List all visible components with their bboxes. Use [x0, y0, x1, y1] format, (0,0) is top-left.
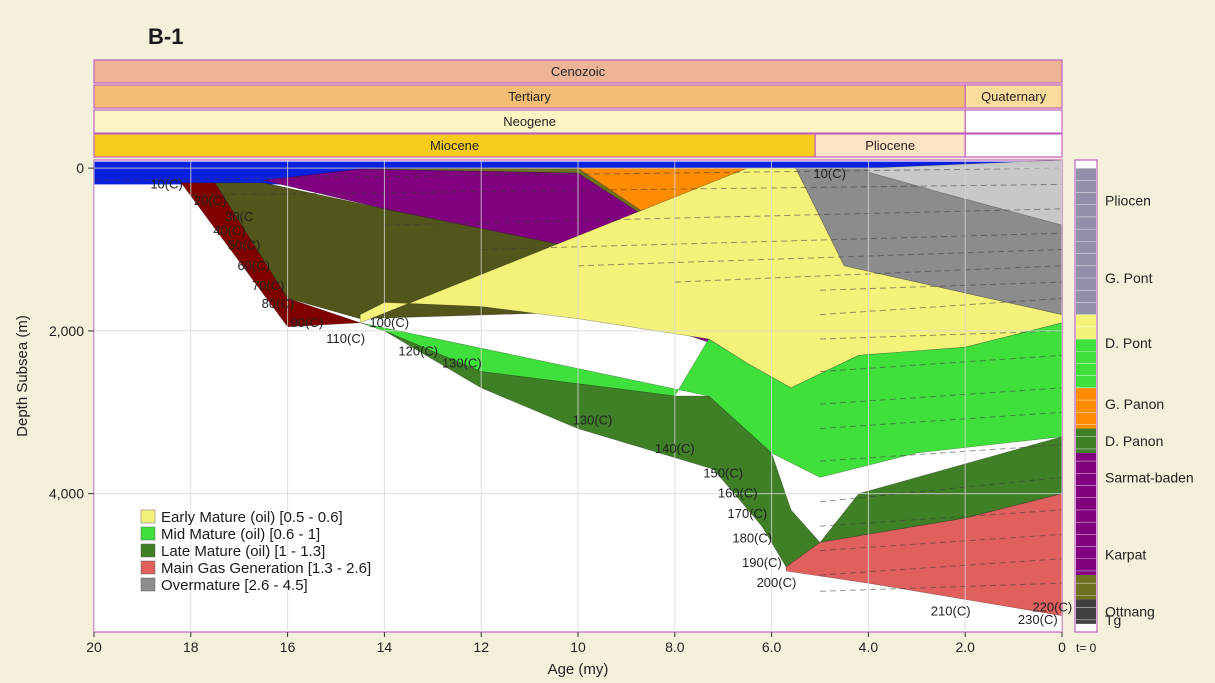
temperature-label: 110(C)	[326, 331, 365, 346]
temperature-label: 90(C)	[291, 315, 324, 330]
temperature-label: 150(C)	[703, 465, 743, 480]
x-tick-label: 20	[86, 639, 102, 655]
formation-label: G. Panon	[1105, 396, 1164, 412]
temperature-label: 70(C)	[252, 278, 285, 293]
timescale-label: Tertiary	[508, 89, 551, 104]
x-tick-label: 14	[377, 639, 393, 655]
legend-swatch	[140, 560, 156, 575]
formation-label: Pliocen	[1105, 193, 1151, 209]
temperature-label: 10(C)	[813, 166, 846, 181]
legend-label: Overmature [2.6 - 4.5]	[161, 577, 308, 594]
timescale-label: Pliocene	[865, 138, 915, 153]
x-tick-label: 18	[183, 639, 199, 655]
legend-label: Late Mature (oil) [1 - 1.3]	[161, 543, 325, 560]
legend-swatch	[140, 526, 156, 541]
lithology-strip-segment	[1076, 387, 1096, 429]
timescale-label: Miocene	[430, 138, 479, 153]
timescale-cell	[964, 109, 1063, 134]
temperature-label: 170(C)	[728, 506, 768, 521]
legend-swatch	[140, 509, 156, 524]
temperature-label: 10(C)	[150, 176, 183, 191]
plot-content	[94, 160, 1062, 632]
legend-swatch	[140, 543, 156, 558]
dashed-isoline	[819, 509, 1062, 527]
temperature-label: 190(C)	[742, 555, 782, 570]
x-tick-label: 16	[280, 639, 296, 655]
dashed-isoline	[819, 330, 1062, 340]
dashed-isoline	[819, 476, 1062, 503]
y-axis-label: Depth Subsea (m)	[14, 315, 31, 437]
temperature-label: 220(C)	[1032, 600, 1072, 615]
x-tick-label: 2.0	[955, 639, 975, 655]
x-tick-label: 6.0	[762, 639, 782, 655]
temperature-label: 180(C)	[732, 530, 772, 545]
dashed-isoline	[819, 354, 1062, 373]
temperature-label: 50(C)	[228, 238, 261, 253]
temperature-label: 200(C)	[757, 575, 797, 590]
dashed-isoline	[190, 183, 1062, 196]
timescale-label: Quaternary	[981, 89, 1047, 104]
temperature-label: 130(C)	[442, 356, 482, 371]
dashed-isoline	[819, 297, 1062, 316]
lithology-strip-segment	[1076, 599, 1096, 624]
temperature-label: 160(C)	[718, 486, 758, 501]
dashed-isoline	[819, 558, 1062, 576]
temperature-label: 20(C)	[194, 193, 227, 208]
y-tick-label: 0	[76, 160, 84, 176]
x-axis-label: Age (my)	[548, 661, 609, 678]
lithology-strip-segment	[1076, 575, 1096, 600]
x-tick-label: 10	[570, 639, 586, 655]
y-tick-label: 4,000	[49, 486, 84, 502]
chart-title: B-1	[148, 24, 183, 49]
legend-label: Mid Mature (oil) [0.6 - 1]	[161, 526, 320, 543]
temperature-label: 210(C)	[931, 604, 971, 619]
dashed-isoline	[819, 533, 1062, 552]
temperature-label: 140(C)	[655, 441, 695, 456]
x-tick-label: 8.0	[665, 639, 685, 655]
temperature-label: 40(C)	[213, 223, 246, 238]
formation-label: Ottnang	[1105, 604, 1155, 620]
x-tick-label: 12	[473, 639, 489, 655]
maturity-zone-9	[384, 330, 1062, 568]
formation-label: Sarmat-baden	[1105, 469, 1194, 485]
timescale-cell	[93, 59, 1063, 84]
legend-label: Main Gas Generation [1.3 - 2.6]	[161, 560, 371, 577]
temperature-label: 60(C)	[237, 258, 270, 273]
timescale-label: Cenozoic	[551, 64, 606, 79]
lithology-strip-segment	[1076, 428, 1096, 453]
end-label: t= 0	[1076, 641, 1097, 655]
x-tick-label: 0	[1058, 639, 1066, 655]
dashed-isoline	[819, 582, 1062, 592]
temperature-label: 30(C	[225, 209, 253, 224]
legend-label: Early Mature (oil) [0.5 - 0.6]	[161, 509, 343, 526]
dashed-isoline	[819, 387, 1062, 405]
dashed-isoline	[384, 208, 1062, 226]
timescale-cell	[964, 84, 1063, 109]
formation-label: G. Pont	[1105, 270, 1153, 286]
temperature-label: 120(C)	[398, 343, 438, 358]
dashed-isoline	[819, 281, 1062, 291]
dashed-isoline	[577, 249, 1062, 267]
formation-label: D. Pont	[1105, 335, 1152, 351]
dashed-isoline	[819, 411, 1062, 430]
formation-label: Karpat	[1105, 547, 1146, 563]
legend-swatch	[140, 577, 156, 592]
temperature-label: 80(C)	[262, 296, 295, 311]
temperature-label: 130(C)	[573, 412, 613, 427]
dashed-isoline	[819, 444, 1062, 462]
y-tick-label: 2,000	[49, 323, 84, 339]
temperature-label: 100(C)	[369, 315, 409, 330]
timescale-label: Neogene	[503, 114, 556, 129]
timescale-cell	[964, 133, 1063, 158]
formation-label: Tg	[1105, 612, 1121, 628]
lithology-strip-segment	[1076, 452, 1096, 576]
temperature-label: 230(C)	[1018, 612, 1058, 627]
formation-label: D. Panon	[1105, 433, 1163, 449]
x-tick-label: 4.0	[859, 639, 879, 655]
